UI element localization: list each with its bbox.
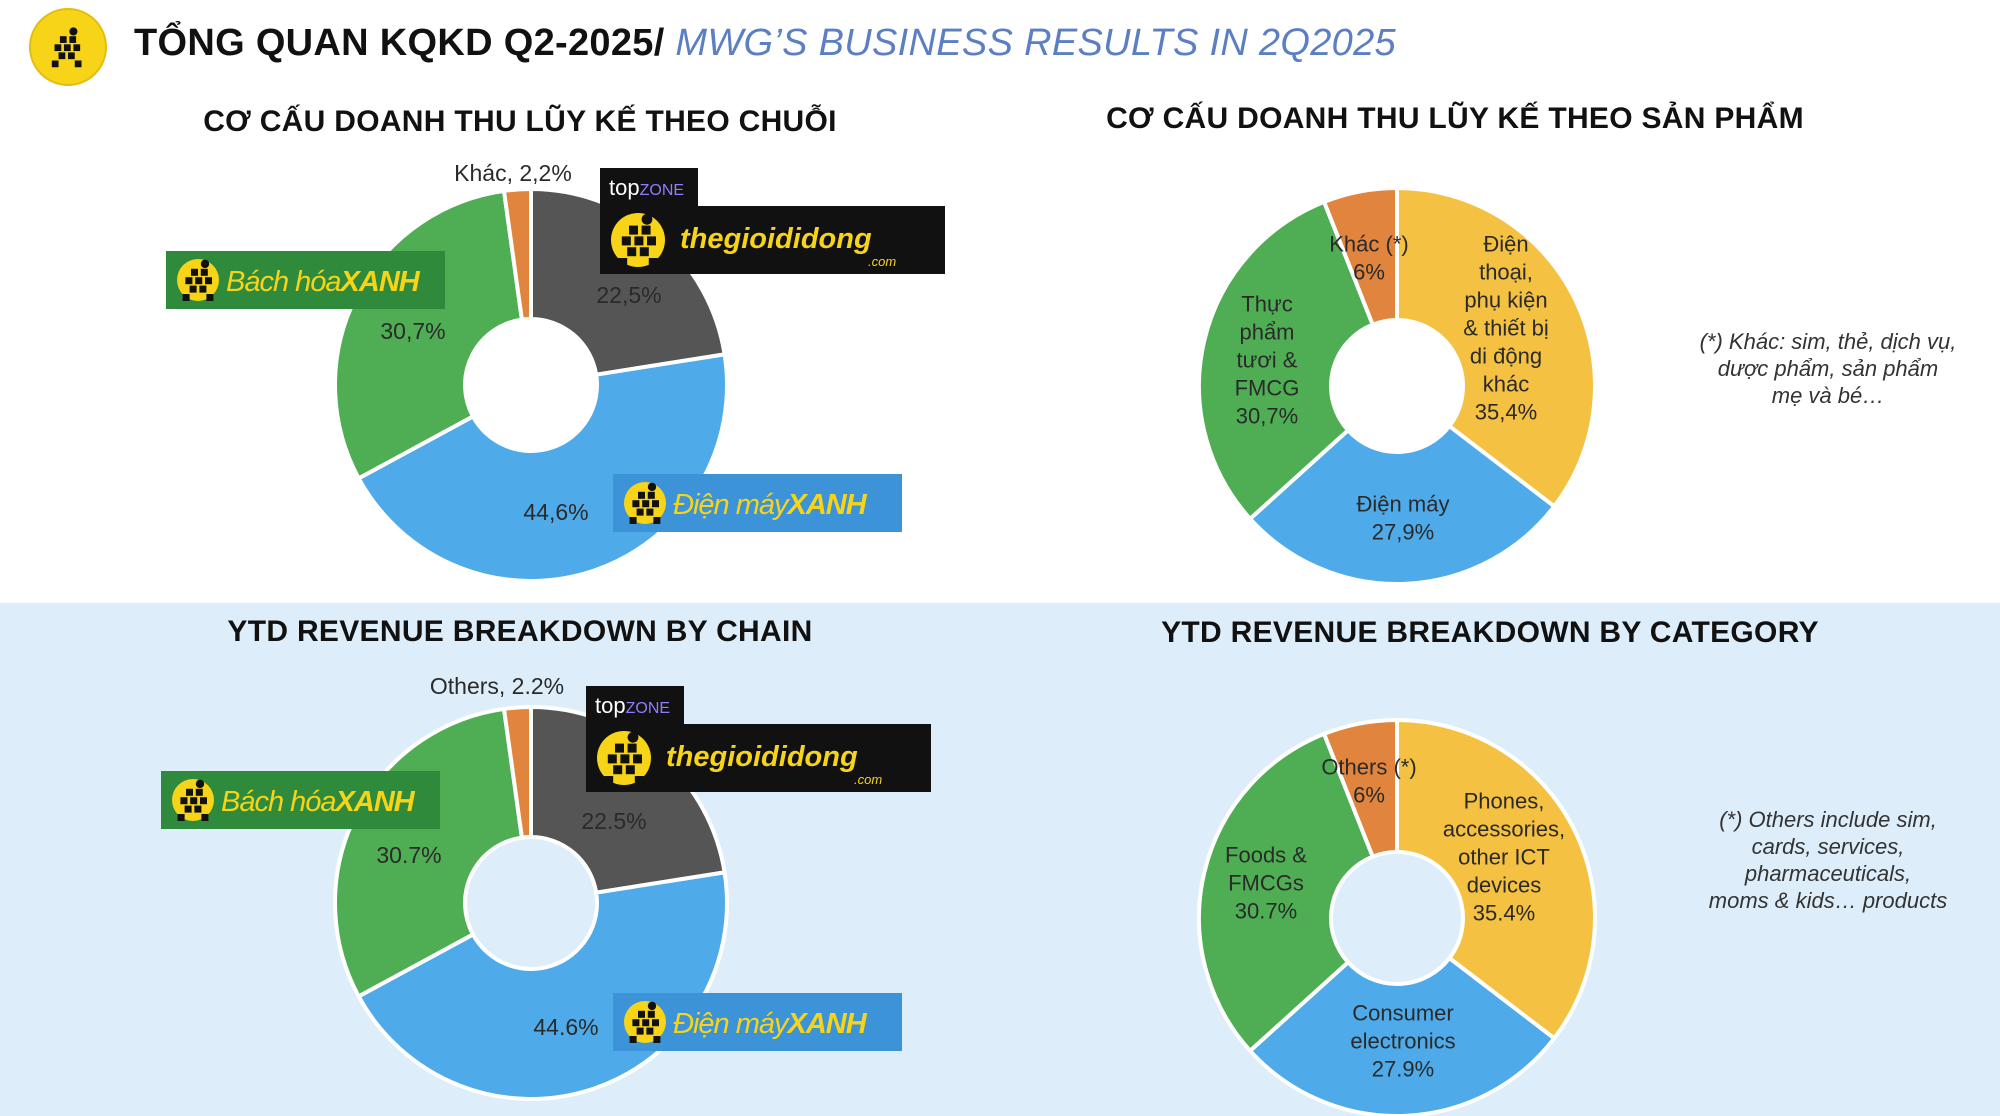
bhx-logo-vn-text: Bách hóaXANH [226,266,421,298]
dmx-logo-en: Điện máyXANH [613,993,902,1051]
category_en-slice-dmx [1248,956,1557,1116]
english-section-background [0,603,2000,1116]
bhx-logo-en: Bách hóaXANH [161,771,440,829]
category_en-label-bhx: Foods & FMCGs 30.7% [1225,843,1307,924]
page-title: TỔNG QUAN KQKD Q2-2025/ MWG’S BUSINESS R… [134,18,1396,68]
chain_vn-label-others: Khác, 2,2% [454,160,572,186]
running-man-icon [29,8,107,86]
dmx-logo-en-running-man-icon [629,1001,661,1043]
chain_en-slice-others [501,705,533,840]
tgdd-logo-vn: topZONE thegioididong.com [600,168,945,274]
category_vn-label-bhx: Thực phẩm tươi & FMCG 30,7% [1235,292,1300,429]
tgdd-logo-text-en: thegioididong [666,741,858,773]
tgdd-logo-suffix-en: .com [854,772,882,787]
tgdd-en-running-man-icon [604,731,644,785]
category_vn-label-phones: Điện thoại, phụ kiện & thiết bị di động khác 3… [1463,232,1549,425]
chain_vn-slice-others [501,187,533,322]
tgdd-logo-en: topZONE thegioididong.com [586,686,931,792]
topzone-logo-bg-vn [600,168,698,206]
bhx-logo-en-running-man-icon [177,779,209,821]
chain-chart-title-en: YTD REVENUE BREAKDOWN BY CHAIN [227,615,813,648]
chain_vn-label-bhx: 30,7% [380,318,445,344]
category_vn-slice-dmx [1248,424,1557,586]
tgdd-vn-running-man-icon [618,213,658,267]
dmx-logo-vn-running-man-icon [629,482,661,524]
others-footnote-vn: (*) Khác: sim, thẻ, dịch vụ, dược phẩm, s… [1699,329,1957,408]
category_vn-label-dmx: Điện máy 27,9% [1357,492,1450,545]
chain_en-label-bhx: 30.7% [376,842,441,868]
category_vn-slice-others [1322,186,1399,327]
bhx-logo-en-text: Bách hóaXANH [221,786,416,818]
others-footnote-en: (*) Others include sim, cards, services, p… [1708,807,1948,913]
category-chart-title-vn: CƠ CẤU DOANH THU LŨY KẾ THEO SẢN PHẨM [1106,102,1804,135]
category_en-label-others: Others (*) 6% [1321,755,1416,808]
category_en-slice-bhx [1197,731,1375,1053]
topzone-logo-bg-en [586,686,684,724]
topzone-logo-en: topZONE [595,693,670,718]
title-vietnamese: TỔNG QUAN KQKD Q2-2025/ [134,22,665,64]
tgdd-logo-text-vn: thegioididong [680,223,872,255]
category_vn-slice-bhx [1197,199,1375,521]
category_en-donut: Phones, accessories, other ICT devices 35.4%… [1197,718,1597,1116]
chain_en-label-tgdd: 22.5% [581,808,646,834]
chain_en-label-dmx: 44.6% [533,1014,598,1040]
dmx-logo-vn: Điện máyXANH [613,474,902,532]
topzone-logo-vn: topZONE [609,175,684,200]
chain_vn-label-tgdd: 22,5% [596,282,661,308]
category_en-label-phones: Phones, accessories, other ICT devices 35.4% [1443,789,1565,926]
dmx-logo-vn-text: Điện máyXANH [673,489,868,521]
category-chart-title-en: YTD REVENUE BREAKDOWN BY CATEGORY [1161,616,1819,649]
tgdd-logo-suffix-vn: .com [868,254,896,269]
category_vn-donut: Điện thoại, phụ kiện & thiết bị di động khác 3… [1197,186,1597,586]
chain-chart-title-vn: CƠ CẤU DOANH THU LŨY KẾ THEO CHUỖI [203,105,837,138]
dmx-logo-en-text: Điện máyXANH [673,1008,868,1040]
title-english: MWG’S BUSINESS RESULTS IN 2Q2025 [664,22,1396,64]
category_en-slice-others [1322,718,1399,859]
category_vn-slice-phones [1395,186,1597,509]
category_en-slice-phones [1395,718,1597,1041]
chain_en-label-others: Others, 2.2% [430,673,564,699]
category_vn-label-others: Khác (*) 6% [1329,232,1408,285]
category_en-label-dmx: Consumer electronics 27.9% [1350,1001,1455,1082]
chain_vn-label-dmx: 44,6% [523,499,588,525]
bhx-logo-vn-running-man-icon [182,259,214,301]
bhx-logo-vn: Bách hóaXANH [166,251,445,309]
